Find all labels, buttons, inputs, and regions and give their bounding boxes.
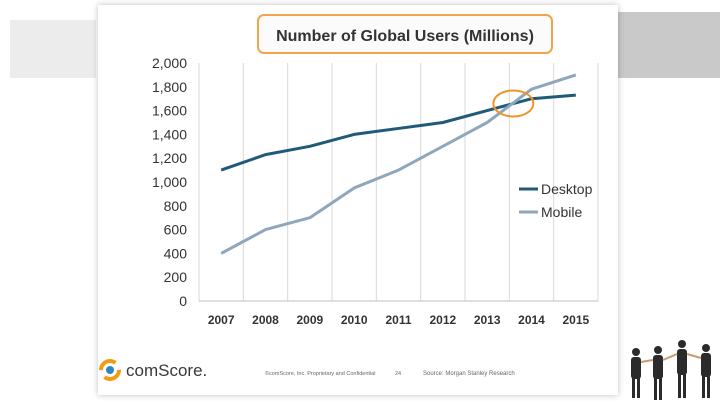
y-tick-label: 200 xyxy=(164,269,188,285)
grid xyxy=(198,63,599,302)
page-number: 24 xyxy=(395,371,401,377)
y-tick-label: 800 xyxy=(164,198,188,214)
y-axis-ticks: 0 200 400 600 800 1,000 1,200 1,400 1,600 1,800 2,… xyxy=(152,55,187,309)
business-people-image xyxy=(631,340,711,400)
x-tick-label: 2013 xyxy=(474,313,501,327)
series-lines xyxy=(220,73,577,255)
highlight-circle xyxy=(492,89,535,118)
y-tick-label: 1,000 xyxy=(152,174,187,190)
x-tick-label: 2015 xyxy=(562,313,589,327)
copyright-text: ©comScore, Inc. Proprietary and Confiden… xyxy=(265,370,375,377)
x-axis-ticks: 2007 2008 2009 2010 2011 2012 2013 2014 2015 xyxy=(208,313,590,327)
y-tick-label: 1,800 xyxy=(152,79,187,95)
x-tick-label: 2012 xyxy=(429,313,456,327)
y-tick-label: 1,200 xyxy=(152,150,187,166)
source-text: Source: Morgan Stanley Research xyxy=(423,371,515,377)
background-panel-left xyxy=(10,20,96,78)
chart-title: Number of Global Users (Millions) xyxy=(276,28,534,45)
x-tick-label: 2007 xyxy=(208,313,235,327)
y-tick-label: 600 xyxy=(164,222,188,238)
y-tick-label: 1,600 xyxy=(152,103,187,119)
legend-label: Desktop xyxy=(541,181,593,197)
series-line-mobile xyxy=(220,73,577,255)
x-tick-label: 2009 xyxy=(296,313,323,327)
line-chart: Number of Global Users (Millions) 0 200 40… xyxy=(99,14,599,381)
slide: Number of Global Users (Millions) 0 200 40… xyxy=(98,5,618,395)
brand-name: comScore. xyxy=(126,361,207,380)
x-tick-label: 2011 xyxy=(385,313,411,327)
legend-label: Mobile xyxy=(541,204,582,220)
comscore-logo xyxy=(99,359,121,381)
x-tick-label: 2010 xyxy=(341,313,368,327)
chart-title-box xyxy=(257,14,553,54)
y-tick-label: 1,400 xyxy=(152,126,187,142)
y-tick-label: 2,000 xyxy=(152,55,187,71)
y-tick-label: 400 xyxy=(164,245,188,261)
legend: Desktop Mobile xyxy=(519,181,593,220)
x-tick-label: 2014 xyxy=(518,313,545,327)
crossover-highlight xyxy=(492,89,535,118)
series-line-desktop xyxy=(220,93,576,172)
y-tick-label: 0 xyxy=(179,293,187,309)
x-tick-label: 2008 xyxy=(252,313,279,327)
